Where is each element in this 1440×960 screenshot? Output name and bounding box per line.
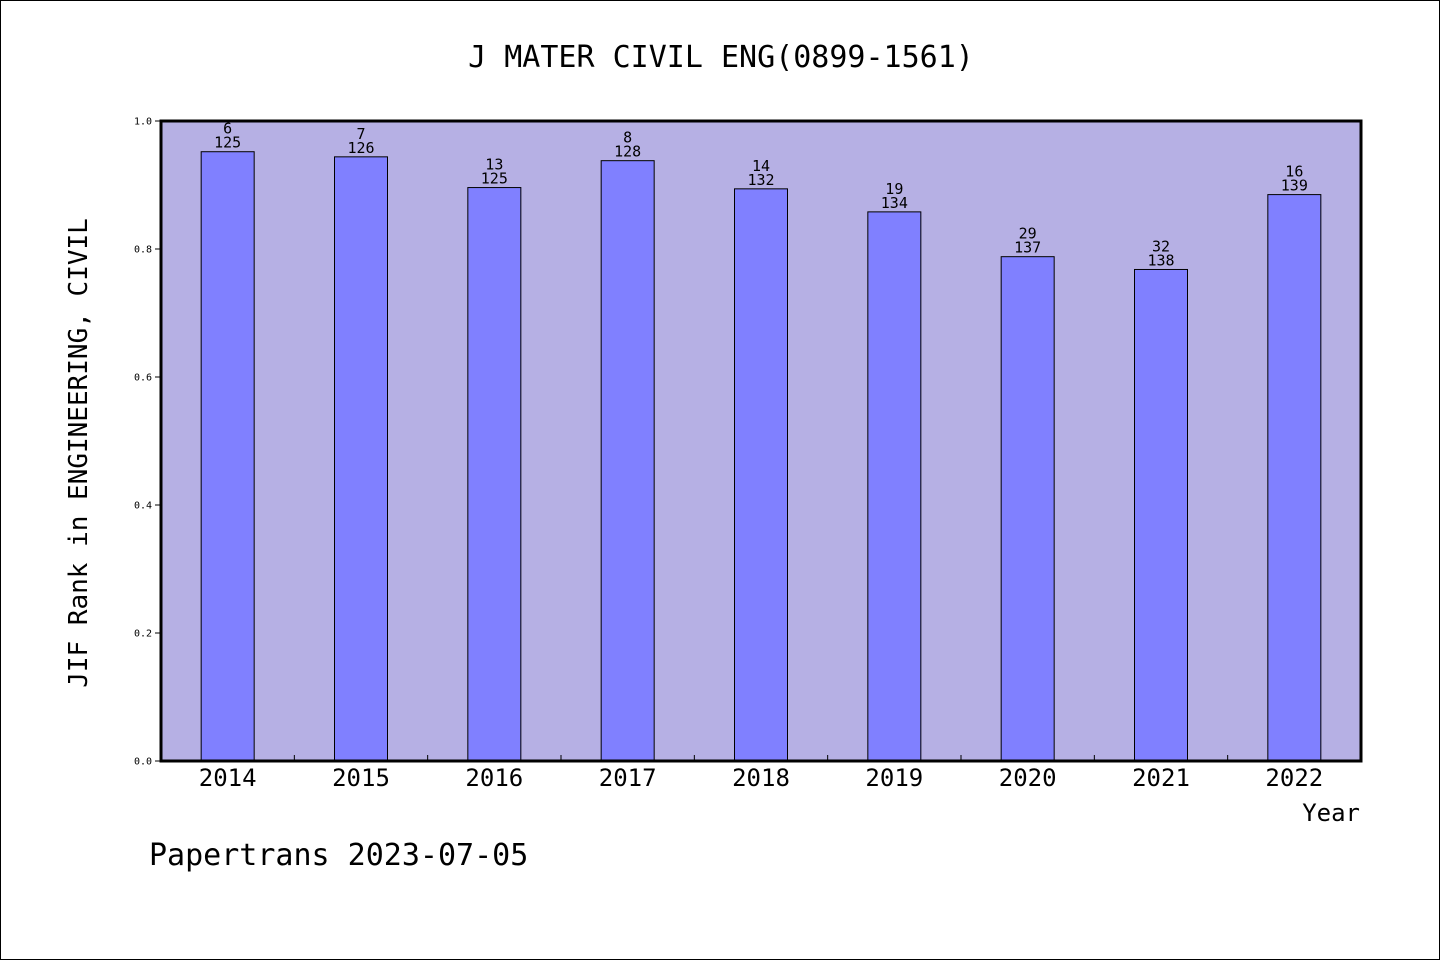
bars-layer [200,151,1322,762]
x-axis: 2014 2015 2016 2017 2018 2019 2020 2021 2022 [199,755,1323,792]
x-tick-label-2016: 2016 [465,764,523,792]
x-tick-label-2018: 2018 [732,764,790,792]
bar-2022 [1267,194,1322,762]
bar-2018 [734,188,788,762]
bar-label-total-2019: 134 [881,194,908,212]
y-tick-label: 0.0 [134,757,152,768]
bar-2016 [467,187,522,762]
bar-label-rank-2020: 29 [1019,225,1037,243]
bar-label-rank-2021: 32 [1152,237,1170,255]
bar-label-rank-2014: 6 [223,120,232,138]
bar-label-total-2018: 132 [747,171,774,189]
x-axis-label: Year [1302,799,1360,827]
bar-label-total-2015: 126 [347,139,374,157]
bar-label-total-2020: 137 [1014,239,1041,257]
y-tick-label: 1.0 [134,117,152,128]
bar-2017 [600,160,655,762]
bar-label-rank-2016: 13 [485,156,503,174]
bar-2019 [867,211,922,762]
bar-label-total-2014: 125 [214,134,241,152]
bar-label-total-2017: 128 [614,143,641,161]
bar-label-rank-2017: 8 [623,129,632,147]
y-tick-label: 0.6 [134,373,152,384]
bar-label-rank-2022: 16 [1285,163,1303,181]
plot-border [159,119,1363,763]
bar-2021 [1134,268,1188,762]
y-tick-label: 0.8 [134,245,152,256]
bar-2015 [334,156,388,762]
bar-label-rank-2015: 7 [356,125,365,143]
x-tick-label-2022: 2022 [1265,764,1323,792]
bar-label-rank-2019: 19 [885,180,903,198]
bar-label-total-2016: 125 [481,170,508,188]
x-tick-label-2015: 2015 [332,764,390,792]
y-tick-label: 0.4 [134,501,152,512]
bar-2014 [200,151,255,762]
bar-label-rank-2018: 14 [752,157,770,175]
y-axis-label: JIF Rank in ENGINEERING, CIVIL [64,218,94,688]
y-tick-label: 0.2 [134,629,152,640]
x-tick-label-2017: 2017 [599,764,657,792]
y-axis: 0.0 0.2 0.4 0.6 0.8 1.0 [134,117,161,768]
bar-2020 [1000,256,1055,762]
x-tick-label-2019: 2019 [865,764,923,792]
chart-title: J MATER CIVIL ENG(0899-1561) [468,40,974,75]
bar-label-total-2021: 138 [1147,251,1174,269]
footer-watermark: Papertrans 2023-07-05 [149,838,528,873]
x-tick-label-2020: 2020 [999,764,1057,792]
x-tick-label-2021: 2021 [1132,764,1190,792]
x-tick-label-2014: 2014 [199,764,257,792]
bar-label-total-2022: 139 [1281,177,1308,195]
